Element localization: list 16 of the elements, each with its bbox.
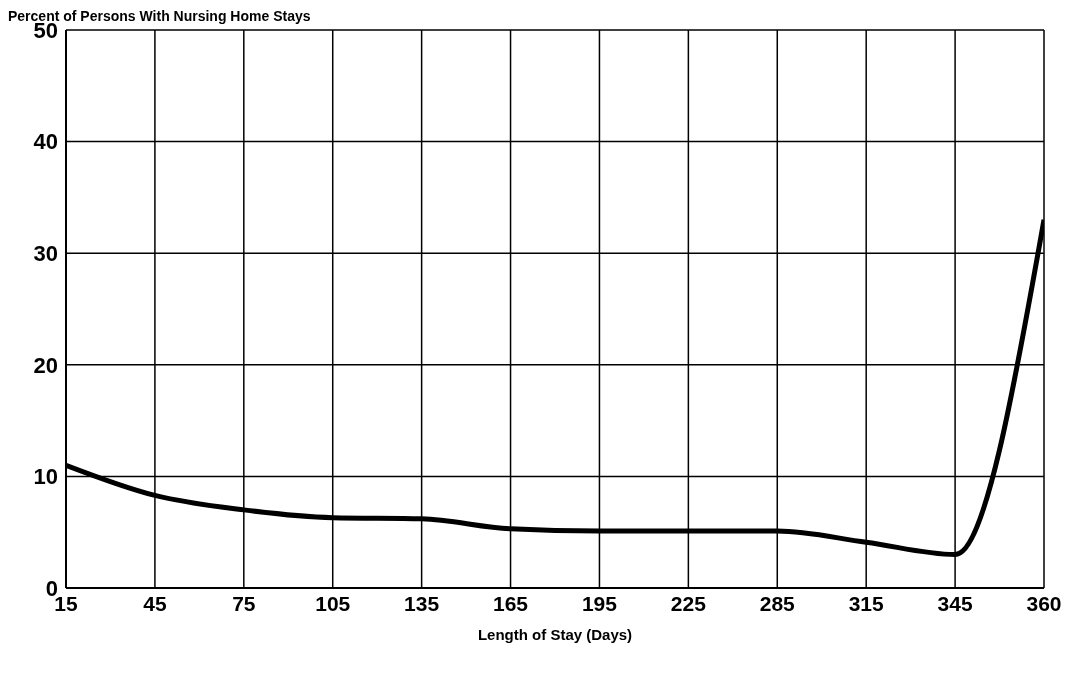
x-tick-label: 45 <box>143 591 167 615</box>
y-tick-label: 40 <box>33 129 58 155</box>
y-tick-label: 20 <box>33 352 58 378</box>
y-tick-label: 10 <box>33 464 58 490</box>
x-tick-label: 285 <box>759 591 796 615</box>
x-axis-title: Length of Stay (Days) <box>477 626 633 643</box>
x-tick-label: 75 <box>232 591 256 615</box>
x-tick-label: 345 <box>937 591 973 615</box>
x-tick-label: 105 <box>315 591 351 615</box>
x-tick-label: 225 <box>670 591 707 615</box>
y-tick-label: 30 <box>33 241 58 267</box>
x-tick-label: 165 <box>493 591 529 615</box>
x-tick-label: 135 <box>404 591 440 615</box>
x-tick-label: 360 <box>1026 591 1062 615</box>
x-tick-label: 315 <box>848 591 885 615</box>
x-tick-label: 195 <box>581 591 618 615</box>
